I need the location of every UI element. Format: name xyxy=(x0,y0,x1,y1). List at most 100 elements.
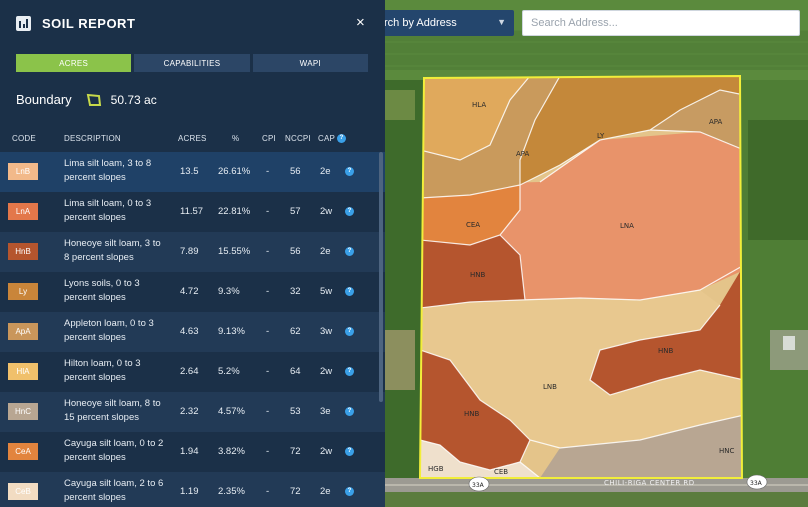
tab-wapi[interactable]: WAPI xyxy=(252,54,368,72)
soil-acres: 4.63 xyxy=(180,326,199,337)
soil-table-body: LnB Lima silt loam, 3 to 8 percent slopes… xyxy=(0,152,385,507)
soil-label: APA xyxy=(516,150,530,158)
soil-percent: 2.35% xyxy=(218,486,245,497)
soil-description: Cayuga silt loam, 2 to 6 percent slopes xyxy=(64,478,164,503)
soil-nccpi: 56 xyxy=(290,166,301,177)
soil-code-badge: CeA xyxy=(8,443,38,460)
header-code: CODE xyxy=(12,134,36,143)
soil-description: Appleton loam, 0 to 3 percent slopes xyxy=(64,318,154,343)
table-row[interactable]: CeA Cayuga silt loam, 0 to 2 percent slop… xyxy=(0,432,385,472)
soil-cap: 3w xyxy=(320,326,333,337)
info-icon[interactable]: ? xyxy=(345,247,354,256)
tab-acres[interactable]: ACRES xyxy=(16,54,132,72)
soil-acres: 2.64 xyxy=(180,366,199,377)
soil-acres: 1.19 xyxy=(180,486,199,497)
soil-acres: 13.5 xyxy=(180,166,199,177)
soil-report-panel: SOIL REPORT × ACRES CAPABILITIES WAPI Bo… xyxy=(0,0,385,507)
soil-cap: 2w xyxy=(320,206,333,217)
soil-acres: 11.57 xyxy=(180,206,204,217)
soil-cpi: - xyxy=(266,286,270,297)
close-button[interactable]: × xyxy=(356,14,365,31)
boundary-shape-icon xyxy=(86,93,101,106)
soil-code-badge: CeB xyxy=(8,483,38,500)
soil-nccpi: 32 xyxy=(290,286,301,297)
soil-description: Honeoye silt loam, 8 to 15 percent slope… xyxy=(64,398,161,423)
route-shield-icon: 33A xyxy=(468,476,490,492)
table-row[interactable]: HlA Hilton loam, 0 to 3 percent slopes 2.6… xyxy=(0,352,385,392)
soil-label: LNB xyxy=(543,383,557,391)
soil-percent: 15.55% xyxy=(218,246,251,257)
soil-percent: 3.82% xyxy=(218,446,245,457)
header-cap: CAP? xyxy=(318,134,347,143)
soil-label: HGB xyxy=(428,465,444,473)
table-row[interactable]: LnA Lima silt loam, 0 to 3 percent slopes… xyxy=(0,192,385,232)
soil-cap: 2w xyxy=(320,446,333,457)
soil-cap: 3e xyxy=(320,406,331,417)
info-icon[interactable]: ? xyxy=(345,367,354,376)
table-header: CODE DESCRIPTION ACRES % CPI NCCPI CAP? xyxy=(0,124,385,152)
soil-cpi: - xyxy=(266,326,270,337)
soil-label: LY xyxy=(597,132,605,140)
soil-nccpi: 72 xyxy=(290,446,301,457)
soil-cap: 5w xyxy=(320,286,333,297)
info-icon[interactable]: ? xyxy=(345,167,354,176)
soil-code-badge: LnA xyxy=(8,203,38,220)
soil-percent: 4.57% xyxy=(218,406,245,417)
info-icon[interactable]: ? xyxy=(345,327,354,336)
bar-chart-icon xyxy=(16,15,31,31)
soil-code-badge: ApA xyxy=(8,323,38,340)
table-row[interactable]: Ly Lyons soils, 0 to 3 percent slopes 4.72… xyxy=(0,272,385,312)
search-mode-select[interactable]: rch by Address ▼ xyxy=(372,10,514,36)
help-icon[interactable]: ? xyxy=(337,134,347,143)
soil-code-badge: LnB xyxy=(8,163,38,180)
info-icon[interactable]: ? xyxy=(345,407,354,416)
info-icon[interactable]: ? xyxy=(345,287,354,296)
soil-acres: 2.32 xyxy=(180,406,199,417)
soil-nccpi: 56 xyxy=(290,246,301,257)
soil-cap: 2w xyxy=(320,366,333,377)
tab-bar: ACRES CAPABILITIES WAPI xyxy=(16,54,368,72)
soil-cpi: - xyxy=(266,366,270,377)
soil-acres: 4.72 xyxy=(180,286,199,297)
route-shield-icon: 33A xyxy=(746,474,768,490)
soil-cpi: - xyxy=(266,206,270,217)
header-acres: ACRES xyxy=(178,134,207,143)
tab-capabilities[interactable]: CAPABILITIES xyxy=(134,54,250,72)
search-address-input[interactable] xyxy=(522,10,800,36)
soil-nccpi: 57 xyxy=(290,206,301,217)
soil-description: Lima silt loam, 0 to 3 percent slopes xyxy=(64,198,152,223)
table-row[interactable]: ApA Appleton loam, 0 to 3 percent slopes 4… xyxy=(0,312,385,352)
soil-cpi: - xyxy=(266,406,270,417)
soil-code-badge: Ly xyxy=(8,283,38,300)
table-scrollbar[interactable] xyxy=(379,152,383,402)
road-label: CHILI-RIGA CENTER RD xyxy=(604,479,695,487)
info-icon[interactable]: ? xyxy=(345,447,354,456)
soil-label: CEB xyxy=(494,468,508,476)
soil-percent: 26.61% xyxy=(218,166,251,177)
header-description: DESCRIPTION xyxy=(64,134,121,143)
boundary-summary: Boundary 50.73 ac xyxy=(16,92,157,107)
soil-cap: 2e xyxy=(320,246,331,257)
field-boundary[interactable] xyxy=(418,74,744,479)
soil-percent: 9.3% xyxy=(218,286,240,297)
soil-label: HNB xyxy=(464,410,480,418)
info-icon[interactable]: ? xyxy=(345,487,354,496)
table-row[interactable]: LnB Lima silt loam, 3 to 8 percent slopes… xyxy=(0,152,385,192)
header-percent: % xyxy=(232,134,240,143)
soil-label: HNB xyxy=(470,271,486,279)
soil-cpi: - xyxy=(266,246,270,257)
boundary-acres: 50.73 ac xyxy=(110,92,157,107)
soil-acres: 1.94 xyxy=(180,446,199,457)
search-mode-label: rch by Address xyxy=(384,17,457,29)
header-cpi: CPI xyxy=(262,134,276,143)
soil-description: Hilton loam, 0 to 3 percent slopes xyxy=(64,358,141,383)
table-row[interactable]: CeB Cayuga silt loam, 2 to 6 percent slop… xyxy=(0,472,385,507)
info-icon[interactable]: ? xyxy=(345,207,354,216)
soil-code-badge: HnC xyxy=(8,403,38,420)
soil-label: APA xyxy=(709,118,723,126)
soil-acres: 7.89 xyxy=(180,246,199,257)
soil-label: HNC xyxy=(719,447,735,455)
table-row[interactable]: HnC Honeoye silt loam, 8 to 15 percent sl… xyxy=(0,392,385,432)
soil-cpi: - xyxy=(266,446,270,457)
table-row[interactable]: HnB Honeoye silt loam, 3 to 8 percent slo… xyxy=(0,232,385,272)
